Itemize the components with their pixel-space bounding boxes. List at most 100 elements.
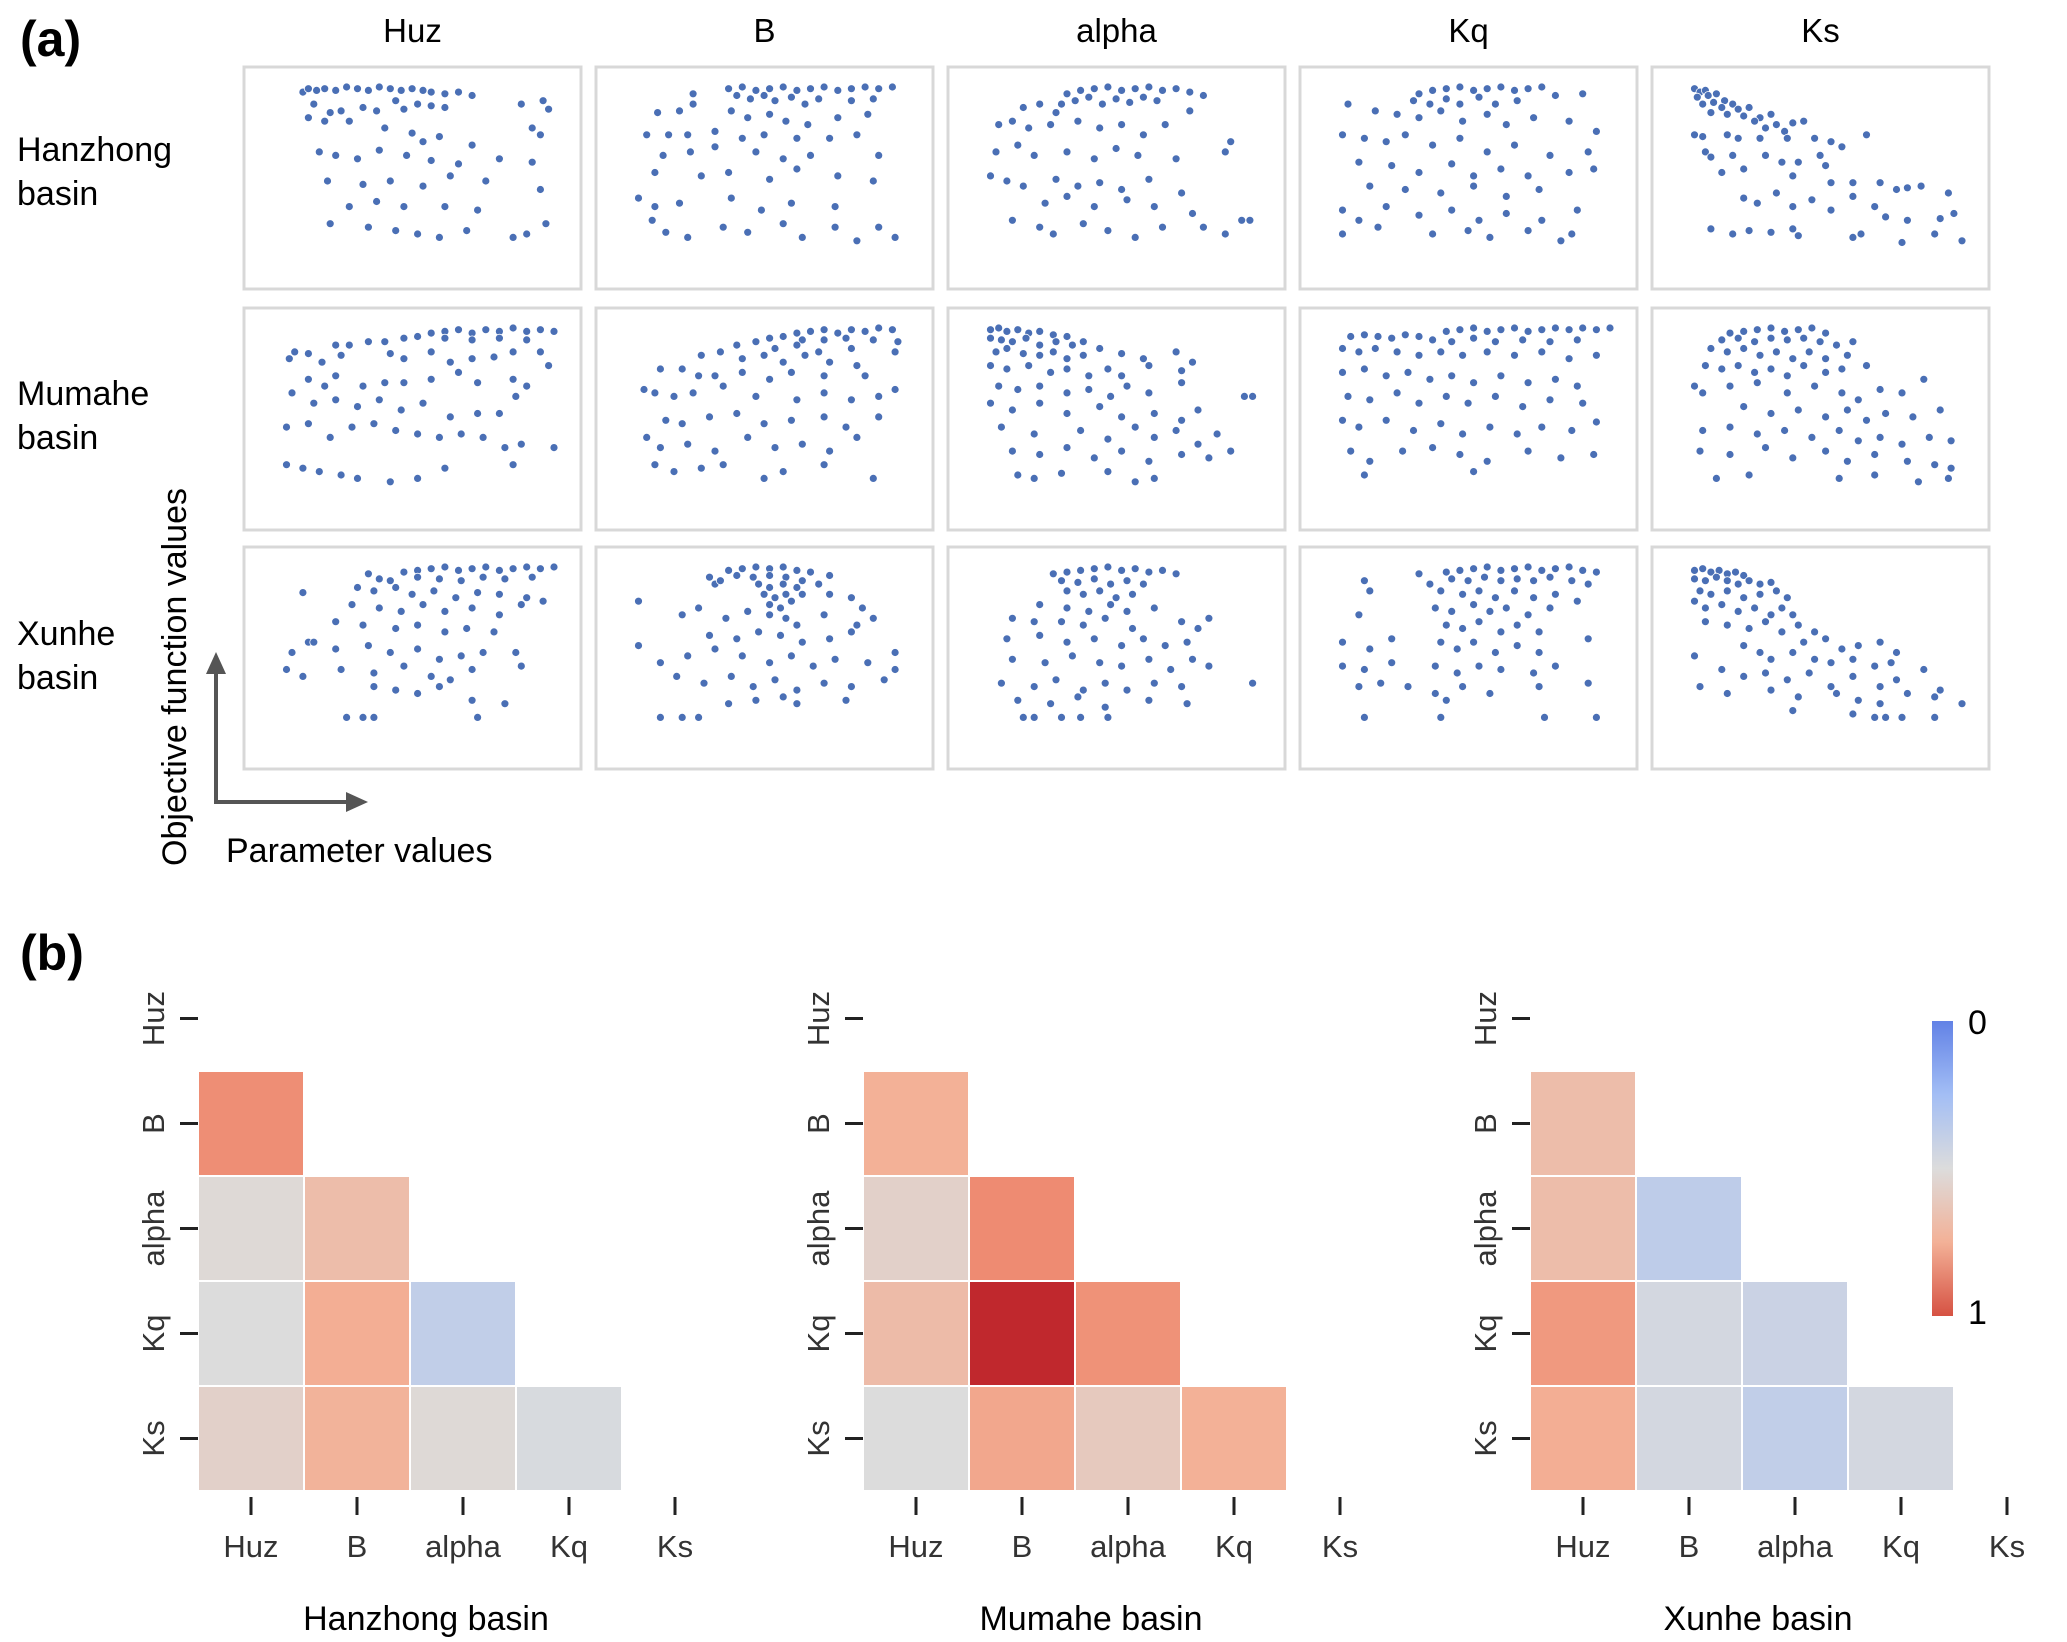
- scatter-point: [647, 215, 657, 225]
- scatter-point: [787, 651, 796, 661]
- scatter-point: [1360, 364, 1369, 374]
- scatter-point: [1875, 682, 1885, 691]
- scatter-point: [1073, 692, 1083, 702]
- scatter-point: [1739, 193, 1749, 203]
- scatter-point: [1482, 326, 1492, 336]
- scatter-point: [778, 82, 788, 92]
- scatter-point: [1469, 637, 1478, 647]
- scatter-point: [1149, 432, 1159, 442]
- scatter-point: [1482, 456, 1492, 466]
- scatter-point: [1804, 668, 1814, 678]
- scatter-point: [344, 116, 354, 126]
- scatter-point: [1436, 586, 1446, 596]
- scatter-point: [1122, 381, 1132, 391]
- scatter-point: [1447, 159, 1457, 169]
- scatter-panel-frame: [946, 545, 1287, 771]
- scatter-point: [1051, 108, 1061, 117]
- scatter-point: [1130, 84, 1140, 94]
- scatter-point: [1583, 147, 1593, 157]
- scatter-point: [726, 106, 736, 116]
- scatter-point: [1733, 361, 1743, 371]
- scatter-point: [1048, 229, 1058, 239]
- scatter-point: [1728, 229, 1738, 239]
- scatter-point: [1130, 477, 1140, 487]
- scatter-point: [342, 82, 352, 92]
- scatter-point: [1078, 685, 1088, 695]
- scatter-point: [1755, 648, 1765, 657]
- column-header-kq: Kq: [1448, 12, 1489, 49]
- scatter-point: [1428, 140, 1437, 150]
- scatter-point: [1496, 82, 1506, 92]
- scatter-point: [358, 620, 368, 630]
- scatter-point: [1469, 333, 1478, 343]
- scatter-point: [481, 562, 491, 572]
- scatter-point: [1739, 641, 1749, 650]
- scatter-point: [391, 226, 401, 236]
- scatter-point: [874, 391, 884, 401]
- scatter-point: [1084, 92, 1094, 102]
- scatter-point: [1564, 116, 1574, 126]
- scatter-point: [1089, 634, 1099, 644]
- scatter-point: [737, 564, 747, 574]
- scatter-point: [1510, 586, 1519, 596]
- scatter-point: [1537, 422, 1547, 432]
- scatter-point: [1799, 361, 1809, 371]
- scatter-point: [429, 586, 439, 596]
- scatter-point: [1480, 572, 1489, 582]
- scatter-point: [1826, 178, 1836, 188]
- scatter-point: [732, 340, 742, 350]
- scatter-point: [732, 634, 742, 644]
- scatter-point: [1193, 405, 1203, 415]
- scatter-point: [716, 576, 725, 586]
- scatter-point: [456, 429, 466, 439]
- scatter-point: [454, 159, 463, 169]
- scatter-point: [743, 227, 753, 237]
- scatter-point: [1944, 473, 1953, 483]
- scatter-point: [494, 566, 504, 575]
- scatter-point: [1117, 86, 1126, 95]
- scatter-point: [792, 164, 802, 174]
- scatter-point: [1035, 350, 1045, 360]
- scatter-point: [282, 422, 291, 432]
- scatter-point: [1381, 202, 1391, 212]
- scatter-point: [1826, 137, 1836, 147]
- scatter-point: [1821, 367, 1830, 377]
- scatter-point: [1733, 133, 1743, 143]
- scatter-point: [1095, 586, 1105, 596]
- scatter-panel-3-kq: [1298, 545, 1639, 771]
- scatter-point: [538, 596, 548, 606]
- scatter-point: [830, 202, 840, 212]
- scatter-point: [1212, 429, 1222, 439]
- scatter-point: [1144, 695, 1154, 705]
- scatter-point: [806, 84, 815, 94]
- scatter-point: [1062, 603, 1072, 613]
- scatter-point: [1425, 579, 1435, 589]
- column-header-huz: Huz: [383, 12, 442, 49]
- scatter-point: [1821, 446, 1830, 456]
- scatter-point: [787, 367, 796, 377]
- heatmap-cell-b-huz: [197, 1070, 305, 1177]
- scatter-point: [847, 84, 856, 94]
- scatter-point: [806, 150, 815, 160]
- scatter-point: [511, 391, 521, 401]
- scatter-point: [522, 593, 532, 603]
- scatter-point: [1381, 371, 1391, 381]
- scatter-point: [331, 340, 341, 350]
- scatter-point: [1870, 202, 1880, 212]
- y-tick-label: Kq: [801, 1315, 836, 1353]
- scatter-point: [541, 219, 551, 229]
- scatter-point: [1930, 692, 1940, 702]
- scatter-point: [1441, 391, 1451, 401]
- scatter-point: [1930, 460, 1940, 470]
- scatter-point: [522, 229, 532, 239]
- scatter-point: [1062, 364, 1072, 374]
- scatter-point: [467, 91, 477, 100]
- scatter-point: [819, 388, 829, 398]
- scatter-point: [1810, 381, 1819, 391]
- scatter-point: [1051, 174, 1061, 184]
- scatter-point: [1703, 91, 1713, 100]
- scatter-point: [991, 347, 1001, 357]
- heatmap-cell-ks-huz: [862, 1385, 970, 1492]
- scatter-point: [1360, 133, 1369, 143]
- scatter-point: [1062, 409, 1072, 418]
